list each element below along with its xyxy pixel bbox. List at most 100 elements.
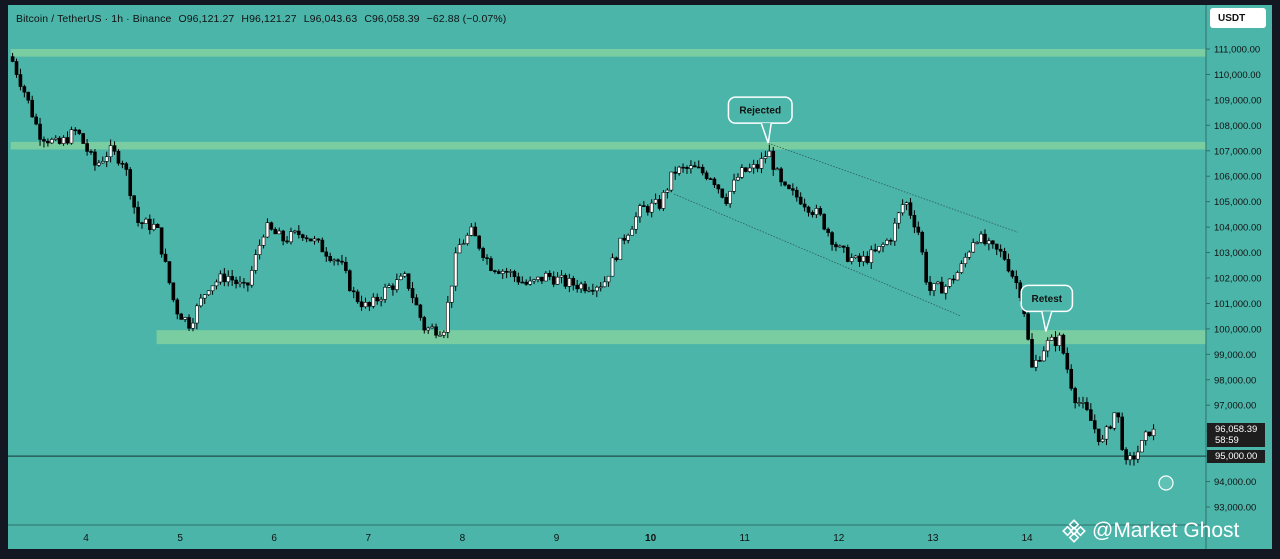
bear-candle	[22, 86, 27, 93]
supply-demand-zone	[10, 49, 1207, 57]
bear-candle	[246, 282, 250, 286]
bull-candle	[775, 168, 779, 171]
bear-candle	[1124, 449, 1128, 461]
bull-candle	[763, 156, 768, 159]
bull-candle	[508, 271, 513, 273]
bull-candle	[387, 285, 391, 288]
bear-candle	[81, 133, 85, 144]
bull-candle	[881, 244, 885, 247]
bear-candle	[771, 150, 776, 170]
bull-candle	[53, 137, 58, 140]
bull-candle	[199, 297, 203, 307]
y-tick-label: 100,000.00	[1214, 324, 1262, 335]
level-price: 95,000.00	[1215, 451, 1258, 463]
bear-candle	[520, 281, 525, 284]
bull-candle	[638, 205, 642, 218]
bear-candle	[818, 208, 823, 215]
bull-candle	[959, 263, 964, 273]
bull-candle	[210, 285, 215, 292]
bear-candle	[489, 258, 493, 271]
bull-candle	[598, 286, 603, 289]
bull-candle	[100, 161, 105, 164]
bear-candle	[657, 199, 662, 209]
bull-candle	[892, 222, 897, 242]
y-tick-label: 104,000.00	[1214, 223, 1262, 234]
bear-candle	[1116, 412, 1121, 418]
x-tick-label: 4	[83, 533, 89, 544]
bear-candle	[1002, 250, 1007, 260]
bull-candle	[955, 272, 960, 281]
level-price-tag: 95,000.00	[1207, 450, 1265, 464]
bear-candle	[112, 145, 117, 152]
bull-candle	[1100, 438, 1105, 442]
bear-candle	[285, 240, 289, 243]
bull-candle	[253, 254, 258, 271]
bull-candle	[1057, 334, 1062, 347]
bull-candle	[469, 226, 474, 236]
bear-candle	[504, 270, 509, 273]
close-value: C96,058.39	[364, 13, 420, 25]
bull-candle	[1143, 431, 1148, 441]
high-value: H96,121.27	[241, 13, 297, 25]
bear-candle	[234, 279, 238, 285]
bear-candle	[155, 224, 160, 228]
bear-candle	[1073, 388, 1077, 404]
bull-candle	[963, 257, 968, 264]
y-tick-label: 99,000.00	[1214, 350, 1256, 361]
y-tick-label: 101,000.00	[1214, 299, 1262, 310]
bear-candle	[308, 238, 313, 242]
bear-candle	[57, 137, 62, 144]
bear-candle	[140, 222, 144, 224]
binance-logo-icon	[1062, 519, 1086, 543]
bear-candle	[551, 276, 556, 285]
bear-candle	[857, 255, 862, 262]
bull-candle	[383, 286, 387, 300]
y-tick-label: 106,000.00	[1214, 172, 1262, 183]
bear-candle	[1069, 368, 1074, 389]
last-price: 96,058.39	[1215, 424, 1258, 436]
bull-candle	[947, 278, 952, 287]
chart-header: Bitcoin / TetherUS · 1h · Binance O96,12…	[16, 13, 510, 25]
bear-candle	[724, 197, 728, 205]
y-tick-label: 109,000.00	[1214, 95, 1262, 106]
bull-candle	[630, 228, 634, 236]
bull-candle	[261, 236, 266, 246]
bull-candle	[595, 286, 599, 292]
bear-candle	[175, 299, 180, 315]
bear-candle	[779, 168, 783, 183]
bull-candle	[849, 257, 854, 262]
bull-candle	[689, 165, 693, 169]
replay-icon[interactable]	[1158, 475, 1174, 491]
bear-candle	[120, 162, 125, 165]
y-tick-label: 110,000.00	[1214, 70, 1261, 81]
bull-candle	[226, 276, 231, 283]
bear-candle	[865, 255, 870, 263]
currency-button[interactable]: USDT	[1210, 8, 1266, 28]
x-tick-label: 14	[1021, 533, 1033, 544]
bull-candle	[649, 202, 654, 213]
bear-candle	[375, 296, 380, 302]
bull-candle	[446, 301, 450, 333]
bear-candle	[873, 249, 877, 252]
bear-candle	[344, 261, 348, 271]
bull-candle	[587, 289, 591, 292]
bear-candle	[700, 166, 705, 174]
y-tick-label: 94,000.00	[1214, 477, 1256, 488]
bear-candle	[1089, 409, 1093, 421]
bull-candle	[332, 259, 336, 262]
bear-candle	[512, 271, 517, 278]
bear-candle	[10, 56, 15, 62]
bear-candle	[230, 276, 234, 281]
bear-candle	[806, 206, 811, 213]
bear-candle	[991, 240, 995, 245]
bear-candle	[316, 238, 321, 241]
callout-label: Retest	[1032, 294, 1063, 305]
bull-candle	[677, 166, 681, 174]
bull-candle	[61, 137, 66, 144]
bull-candle	[853, 255, 858, 258]
bull-candle	[438, 334, 442, 337]
bear-candle	[685, 167, 689, 169]
bull-candle	[202, 294, 207, 299]
bear-candle	[516, 276, 521, 283]
